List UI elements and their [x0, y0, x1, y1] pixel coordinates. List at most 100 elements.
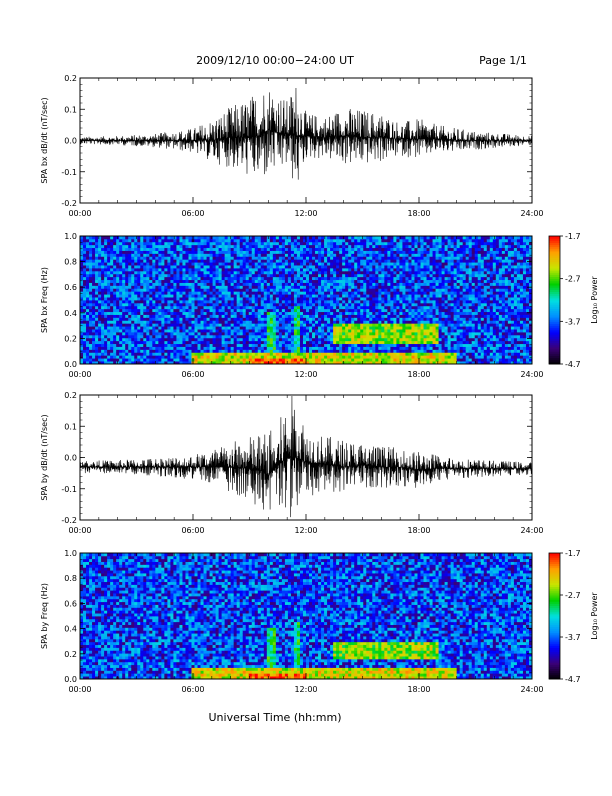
- spectrogram-cell: [101, 341, 104, 344]
- spectrogram-cell: [176, 242, 179, 245]
- spectrogram-cell: [207, 253, 210, 256]
- spectrogram-cell: [107, 355, 110, 358]
- spectrogram-cell: [110, 358, 113, 361]
- spectrogram-cell: [255, 329, 258, 332]
- spectrogram-cell: [312, 335, 315, 338]
- spectrogram-cell: [348, 248, 351, 251]
- spectrogram-cell: [366, 306, 369, 309]
- spectrogram-cell: [152, 239, 155, 242]
- spectrogram-cell: [381, 323, 384, 326]
- spectrogram-cell: [339, 355, 342, 358]
- spectrogram-cell: [309, 239, 312, 242]
- spectrogram-cell: [285, 291, 288, 294]
- spectrogram-cell: [378, 303, 381, 306]
- spectrogram-cell: [324, 268, 327, 271]
- spectrogram-cell: [291, 248, 294, 251]
- spectrogram-cell: [161, 326, 164, 329]
- spectrogram-cell: [122, 283, 125, 286]
- spectrogram-cell: [411, 288, 414, 291]
- x-tick-label: 06:00: [181, 209, 204, 218]
- spectrogram-cell: [185, 332, 188, 335]
- spectrogram-cell: [204, 335, 207, 338]
- spectrogram-cell: [131, 274, 134, 277]
- spectrogram-cell: [83, 332, 86, 335]
- spectrogram-cell: [288, 277, 291, 280]
- spectrogram-cell: [155, 332, 158, 335]
- spectrogram-cell: [240, 358, 243, 361]
- spectrogram-cell: [101, 262, 104, 265]
- spectrogram-cell: [164, 291, 167, 294]
- spectrogram-cell: [390, 297, 393, 300]
- spectrogram-cell: [354, 326, 357, 329]
- spectrogram-cell: [146, 274, 149, 277]
- spectrogram-cell: [273, 251, 276, 254]
- spectrogram-cell: [360, 253, 363, 256]
- spectrogram-cell: [207, 329, 210, 332]
- spectrogram-cell: [225, 268, 228, 271]
- spectrogram-cell: [390, 262, 393, 265]
- spectrogram-cell: [348, 291, 351, 294]
- spectrogram-cell: [408, 268, 411, 271]
- spectrogram-cell: [375, 251, 378, 254]
- spectrogram-cell: [297, 242, 300, 245]
- spectrogram-cell: [98, 288, 101, 291]
- spectrogram-cell: [128, 274, 131, 277]
- spectrogram-cell: [276, 335, 279, 338]
- spectrogram-cell: [384, 320, 387, 323]
- spectrogram-cell: [270, 317, 273, 320]
- spectrogram-cell: [225, 326, 228, 329]
- spectrogram-cell: [411, 344, 414, 347]
- spectrogram-cell: [234, 347, 237, 350]
- spectrogram-cell: [110, 355, 113, 358]
- spectrogram-cell: [390, 341, 393, 344]
- spectrogram-cell: [300, 332, 303, 335]
- spectrogram-cell: [408, 338, 411, 341]
- spectrogram-cell: [393, 347, 396, 350]
- spectrogram-cell: [306, 245, 309, 248]
- spectrogram-cell: [182, 309, 185, 312]
- spectrogram-cell: [276, 271, 279, 274]
- spectrogram-cell: [261, 253, 264, 256]
- spectrogram-cell: [86, 291, 89, 294]
- spectrogram-cell: [113, 291, 116, 294]
- spectrogram-cell: [384, 349, 387, 352]
- spectrogram-cell: [327, 294, 330, 297]
- spectrogram-cell: [143, 332, 146, 335]
- spectrogram-cell: [92, 329, 95, 332]
- spectrogram-cell: [98, 256, 101, 259]
- spectrogram-cell: [137, 251, 140, 254]
- spectrogram-cell: [210, 297, 213, 300]
- spectrogram-cell: [113, 271, 116, 274]
- spectrogram-cell: [155, 245, 158, 248]
- spectrogram-cell: [146, 335, 149, 338]
- spectrogram-cell: [140, 312, 143, 315]
- spectrogram-cell: [318, 312, 321, 315]
- spectrogram-cell: [381, 239, 384, 242]
- spectrogram-cell: [267, 256, 270, 259]
- spectrogram-cell: [303, 338, 306, 341]
- spectrogram-cell: [285, 341, 288, 344]
- spectrogram-cell: [176, 312, 179, 315]
- spectrogram-cell: [195, 274, 198, 277]
- spectrogram-cell: [191, 338, 194, 341]
- spectrogram-cell: [122, 358, 125, 361]
- spectrogram-cell: [246, 317, 249, 320]
- spectrogram-cell: [288, 288, 291, 291]
- spectrogram-cell: [267, 358, 270, 361]
- spectrogram-cell: [357, 315, 360, 318]
- spectrogram-cell: [402, 294, 405, 297]
- spectrogram-cell: [357, 291, 360, 294]
- spectrogram-cell: [369, 248, 372, 251]
- spectrogram-cell: [164, 265, 167, 268]
- spectrogram-cell: [363, 300, 366, 303]
- spectrogram-cell: [267, 338, 270, 341]
- spectrogram-cell: [101, 288, 104, 291]
- spectrogram-cell: [213, 274, 216, 277]
- spectrogram-cell: [351, 268, 354, 271]
- spectrogram-cell: [219, 268, 222, 271]
- spectrogram-cell: [297, 291, 300, 294]
- spectrogram-cell: [270, 245, 273, 248]
- spectrogram-cell: [95, 262, 98, 265]
- spectrogram-cell: [185, 283, 188, 286]
- spectrogram-cell: [125, 352, 128, 355]
